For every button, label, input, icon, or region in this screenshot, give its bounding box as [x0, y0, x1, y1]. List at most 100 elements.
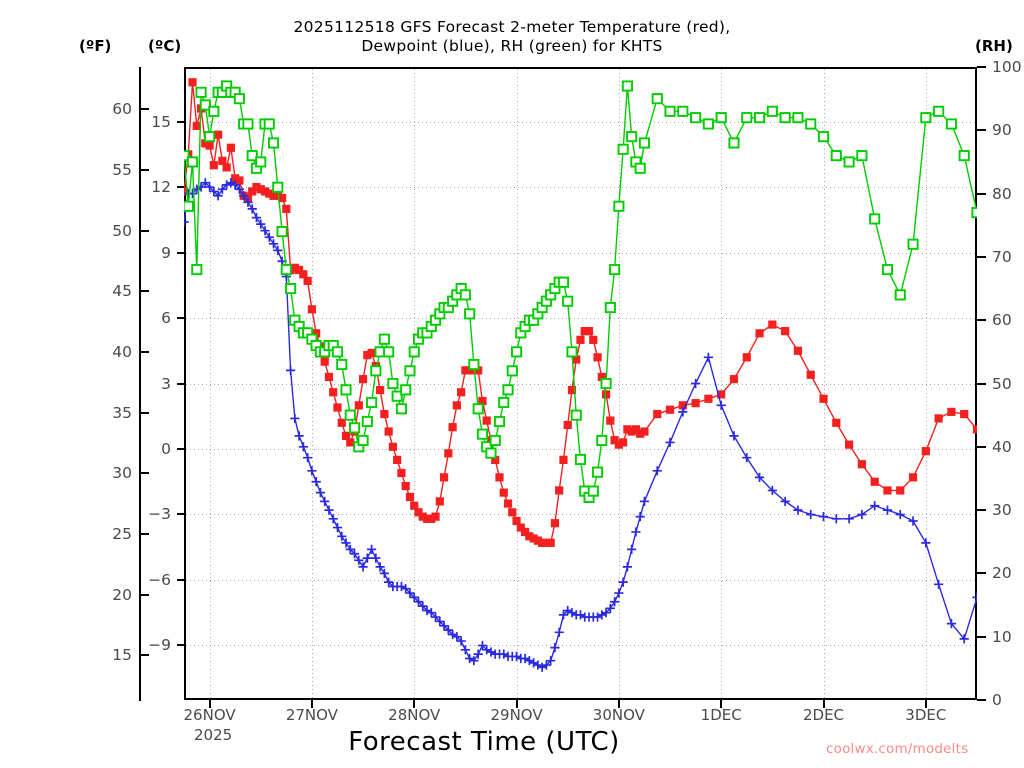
x-axis-tick-label: 1DEC — [700, 706, 742, 724]
vertical-gridline — [721, 69, 722, 698]
vertical-gridline — [312, 69, 313, 698]
fahrenheit-tick — [141, 654, 149, 657]
celsius-tick-label: 6 — [161, 309, 171, 328]
rh-tick — [977, 635, 986, 638]
vertical-gridline — [926, 69, 927, 698]
watermark-link[interactable]: coolwx.com/modelts — [826, 741, 969, 757]
horizontal-gridline — [186, 253, 975, 254]
fahrenheit-axis-spine — [139, 67, 141, 701]
x-axis-year-label: 2025 — [194, 726, 233, 744]
fahrenheit-tick — [141, 472, 149, 475]
x-axis-tick-label: 27NOV — [285, 706, 338, 724]
celsius-tick — [177, 251, 184, 254]
rh-tick — [977, 699, 986, 701]
fahrenheit-tick-label: 35 — [112, 403, 132, 422]
horizontal-gridline — [186, 384, 975, 385]
rh-tick-label: 70 — [992, 247, 1012, 266]
rh-tick — [977, 382, 986, 385]
celsius-tick — [177, 120, 184, 123]
vertical-gridline — [619, 69, 620, 698]
rh-tick — [977, 66, 986, 68]
fahrenheit-tick-label: 55 — [112, 161, 132, 180]
rh-tick — [977, 129, 986, 132]
x-axis-tick — [413, 700, 416, 708]
x-axis-tick-label: 2DEC — [802, 706, 845, 724]
celsius-tick — [177, 644, 184, 647]
fahrenheit-tick — [141, 108, 149, 111]
vertical-gridline — [517, 69, 518, 698]
celsius-tick — [177, 317, 184, 320]
celsius-tick-label: 9 — [161, 243, 171, 262]
x-axis-tick — [822, 700, 825, 708]
rh-tick-label: 60 — [992, 311, 1012, 330]
celsius-tick — [177, 447, 184, 450]
x-axis-tick-label: 28NOV — [388, 706, 441, 724]
rh-axis-unit: (RH) — [975, 37, 1013, 55]
x-axis-tick-label: 29NOV — [490, 706, 543, 724]
rh-tick-label: 50 — [992, 374, 1012, 393]
horizontal-gridline — [186, 318, 975, 319]
fahrenheit-tick-label: 50 — [112, 221, 132, 240]
fahrenheit-tick — [141, 411, 149, 414]
fahrenheit-tick-label: 40 — [112, 342, 132, 361]
fahrenheit-tick-label: 30 — [112, 464, 132, 483]
chart-title: 2025112518 GFS Forecast 2-meter Temperat… — [0, 18, 1024, 56]
horizontal-gridline — [186, 645, 975, 646]
vertical-gridline — [414, 69, 415, 698]
vertical-gridline — [210, 69, 211, 698]
fahrenheit-tick — [141, 290, 149, 293]
celsius-tick-label: 0 — [161, 439, 171, 458]
x-axis-title: Forecast Time (UTC) — [348, 727, 620, 757]
x-axis-tick — [924, 700, 927, 708]
horizontal-gridline — [186, 449, 975, 450]
x-axis-tick — [720, 700, 723, 708]
horizontal-gridline — [186, 122, 975, 123]
celsius-tick-label: −6 — [148, 570, 171, 589]
fahrenheit-tick-label: 45 — [112, 282, 132, 301]
x-axis-tick-label: 3DEC — [905, 706, 947, 724]
rh-tick-label: 40 — [992, 437, 1012, 456]
x-axis-tick-label: 26NOV — [183, 706, 236, 724]
x-axis-tick — [310, 700, 313, 708]
celsius-tick — [177, 382, 184, 385]
celsius-tick-label: 15 — [151, 112, 171, 131]
x-axis-tick — [617, 700, 620, 708]
rh-tick-label: 0 — [992, 691, 1002, 709]
rh-tick — [977, 445, 986, 448]
rh-tick — [977, 192, 986, 195]
rh-tick-label: 30 — [992, 501, 1012, 520]
celsius-tick-label: 12 — [151, 178, 171, 197]
fahrenheit-axis-unit: (ºF) — [79, 37, 112, 55]
fahrenheit-tick-label: 20 — [112, 585, 132, 604]
celsius-tick — [177, 578, 184, 581]
fahrenheit-tick — [141, 169, 149, 172]
fahrenheit-tick — [141, 532, 149, 535]
x-axis-tick-label: 30NOV — [592, 706, 645, 724]
celsius-tick — [177, 186, 184, 189]
rh-tick-label: 10 — [992, 627, 1012, 646]
fahrenheit-tick-label: 25 — [112, 524, 132, 543]
fahrenheit-tick-label: 15 — [112, 646, 132, 665]
horizontal-gridline — [186, 187, 975, 188]
celsius-tick-label: −9 — [148, 636, 171, 655]
celsius-axis-unit: (ºC) — [148, 37, 182, 55]
x-axis-tick — [208, 700, 211, 708]
horizontal-gridline — [186, 580, 975, 581]
rh-tick — [977, 319, 986, 322]
rh-tick — [977, 509, 986, 512]
celsius-tick — [177, 513, 184, 516]
celsius-tick-label: 3 — [161, 374, 171, 393]
rh-tick — [977, 255, 986, 258]
chart-title-line1: 2025112518 GFS Forecast 2-meter Temperat… — [293, 18, 731, 36]
fahrenheit-tick-label: 60 — [112, 100, 132, 119]
x-axis-tick — [515, 700, 518, 708]
fahrenheit-tick — [141, 350, 149, 353]
rh-tick-label: 90 — [992, 121, 1012, 140]
celsius-tick-label: −3 — [148, 505, 171, 524]
fahrenheit-tick — [141, 229, 149, 232]
vertical-gridline — [824, 69, 825, 698]
horizontal-gridline — [186, 514, 975, 515]
rh-tick-label: 20 — [992, 564, 1012, 583]
rh-tick — [977, 572, 986, 575]
